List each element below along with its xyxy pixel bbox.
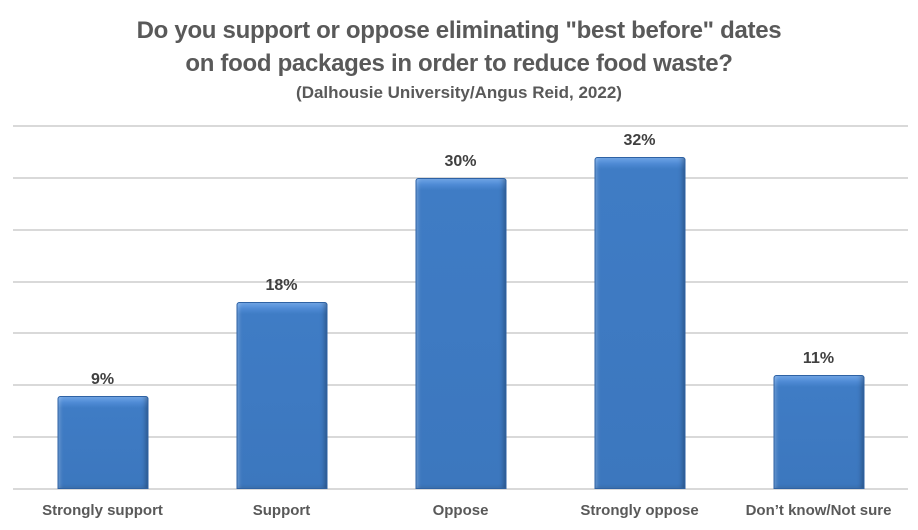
category-label: Support xyxy=(252,502,311,519)
bar xyxy=(57,395,148,489)
category-label: Strongly support xyxy=(42,502,163,519)
chart-title-line2: on food packages in order to reduce food… xyxy=(185,50,733,77)
bar-slot: 9% Strongly support xyxy=(13,126,192,519)
data-label: 9% xyxy=(90,370,115,388)
data-label: 18% xyxy=(265,277,298,295)
bar-slot: 32% Strongly oppose xyxy=(550,126,729,519)
bar xyxy=(594,157,685,489)
category-label: Strongly oppose xyxy=(580,502,699,519)
category-label: Oppose xyxy=(432,502,489,519)
data-label: 32% xyxy=(623,132,656,150)
bar xyxy=(415,177,506,489)
data-label: 11% xyxy=(802,349,835,367)
plot-area: 9% Strongly support 18% Support 30% Oppose 32%… xyxy=(13,125,908,519)
gridline-0 xyxy=(13,488,908,490)
bar xyxy=(773,374,864,489)
category-label: Don’t know/Not sure xyxy=(745,502,892,519)
chart-subtitle: (Dalhousie University/Angus Reid, 2022) xyxy=(296,83,622,102)
bar-slot: 30% Oppose xyxy=(371,126,550,519)
bar-slot: 18% Support xyxy=(192,126,371,519)
bar-slot: 11% Don’t know/Not sure xyxy=(729,126,908,519)
data-label: 30% xyxy=(444,152,477,170)
chart-header: Do you support or oppose eliminating "be… xyxy=(0,14,918,104)
chart-title-line1: Do you support or oppose eliminating "be… xyxy=(136,17,782,44)
gridline-35 xyxy=(13,125,908,127)
bar xyxy=(236,302,327,489)
